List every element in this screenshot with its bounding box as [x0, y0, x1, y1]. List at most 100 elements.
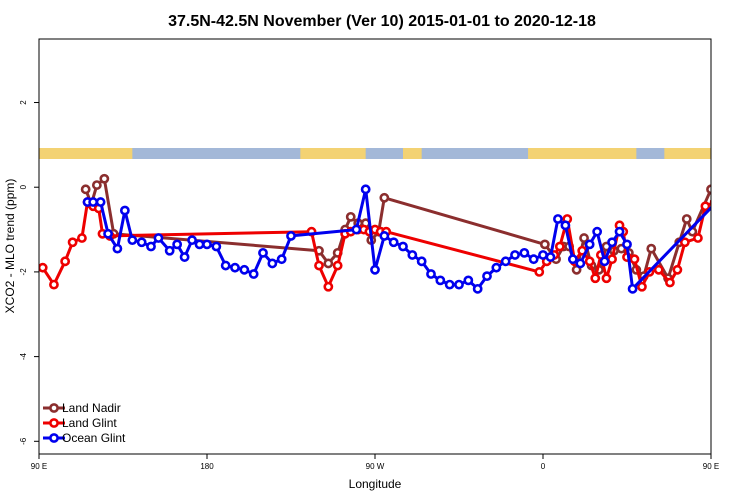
series-ocean-glint — [82, 184, 741, 294]
data-point-ocean-glint — [398, 241, 408, 252]
data-point-ocean-glint — [119, 205, 130, 216]
data-point-land-glint — [332, 260, 343, 271]
data-point-ocean-glint — [202, 239, 212, 250]
data-point-ocean-glint — [575, 258, 586, 269]
data-point-ocean-glint — [179, 252, 190, 262]
data-point-land-nadir — [80, 184, 91, 195]
data-point-ocean-glint — [360, 184, 371, 195]
data-point-ocean-glint — [146, 241, 156, 252]
data-point-ocean-glint — [614, 226, 625, 237]
y-axis-label: XCO2 - MLO trend (ppm) — [3, 179, 17, 314]
data-point-ocean-glint — [567, 254, 578, 265]
data-point-ocean-glint — [713, 198, 720, 205]
y-tick-label: -4 — [19, 353, 28, 361]
y-tick-label: -6 — [19, 437, 28, 445]
data-point-ocean-glint — [370, 264, 380, 275]
data-point-ocean-glint — [416, 256, 427, 267]
legend-label-land-glint: Land Glint — [62, 416, 117, 430]
data-point-land-glint — [584, 256, 595, 267]
data-point-land-nadir — [713, 201, 720, 208]
data-point-land-nadir — [719, 181, 726, 188]
data-point-land-glint — [49, 279, 59, 290]
data-point-ocean-glint — [187, 235, 197, 246]
data-point-ocean-glint — [510, 250, 520, 260]
ocean-band — [39, 148, 711, 159]
data-point-land-glint — [60, 256, 71, 267]
data-point-ocean-glint — [194, 239, 205, 250]
y-tick-label: 0 — [19, 184, 28, 189]
land-band — [300, 148, 366, 159]
data-point-ocean-glint — [584, 239, 595, 250]
x-axis: 90 E 180 90 W 0 90 E — [31, 454, 719, 471]
legend-label-land-nadir: Land Nadir — [62, 401, 121, 415]
data-point-land-nadir — [99, 173, 110, 184]
x-tick-label: 0 — [541, 462, 546, 471]
data-point-ocean-glint — [276, 254, 287, 265]
data-point-land-nadir — [539, 239, 550, 250]
y-tick-label: -2 — [19, 268, 28, 276]
data-point-ocean-glint — [239, 264, 250, 275]
data-point-ocean-glint — [734, 230, 741, 237]
data-point-land-glint — [719, 203, 726, 210]
data-point-ocean-glint — [103, 228, 113, 239]
data-point-land-glint — [67, 237, 78, 248]
data-point-ocean-glint — [267, 258, 278, 269]
data-point-ocean-glint — [719, 198, 726, 205]
data-point-land-glint — [672, 264, 683, 275]
data-point-ocean-glint — [472, 283, 483, 294]
data-point-ocean-glint — [379, 231, 390, 241]
data-point-land-nadir — [379, 192, 390, 203]
data-point-land-glint — [637, 281, 647, 292]
data-point-ocean-glint — [491, 262, 502, 273]
series-line-land-nadir — [84, 177, 711, 280]
data-point-ocean-glint — [248, 269, 259, 279]
data-point-ocean-glint — [560, 220, 571, 231]
data-point-ocean-glint — [444, 279, 455, 290]
data-point-ocean-glint — [164, 245, 175, 256]
x-axis-label: Longitude — [349, 477, 402, 491]
data-point-ocean-glint — [528, 254, 539, 265]
data-point-land-glint — [629, 254, 640, 265]
data-point-land-nadir — [323, 258, 334, 269]
data-point-ocean-glint — [454, 279, 464, 290]
data-point-land-glint — [590, 273, 601, 284]
data-point-land-nadir — [706, 184, 711, 195]
data-point-ocean-glint — [95, 197, 106, 207]
data-point-land-glint — [700, 201, 711, 212]
data-point-ocean-glint — [136, 237, 147, 248]
data-point-land-glint — [709, 198, 711, 206]
data-point-land-nadir — [579, 233, 589, 243]
data-point-land-glint — [693, 233, 703, 243]
data-point-ocean-glint — [482, 271, 492, 282]
data-point-ocean-glint — [388, 237, 399, 248]
data-point-land-glint — [665, 277, 675, 288]
y-axis: 2 0 -2 -4 -6 — [19, 100, 39, 445]
data-point-ocean-glint — [599, 256, 610, 267]
land-band — [403, 148, 422, 159]
data-point-ocean-glint — [407, 250, 418, 260]
legend-label-ocean-glint: Ocean Glint — [62, 431, 126, 445]
data-point-ocean-glint — [627, 283, 638, 294]
land-band — [528, 148, 637, 159]
data-point-ocean-glint — [519, 247, 530, 258]
data-point-land-glint — [601, 273, 612, 284]
chart-title: 37.5N-42.5N November (Ver 10) 2015-01-01… — [168, 13, 596, 30]
x-tick-label: 90 E — [31, 462, 47, 471]
data-point-land-nadir — [91, 180, 102, 190]
data-point-land-glint — [77, 233, 87, 243]
data-point-land-glint — [679, 237, 690, 248]
data-point-ocean-glint — [258, 247, 268, 258]
legend-marker-ocean-glint — [49, 433, 59, 443]
data-point-ocean-glint — [435, 275, 446, 286]
series-layer — [39, 173, 742, 294]
data-point-ocean-glint — [463, 275, 474, 286]
data-point-ocean-glint — [622, 239, 632, 250]
data-point-ocean-glint — [607, 237, 617, 248]
data-point-ocean-glint — [172, 239, 183, 250]
data-point-ocean-glint — [500, 256, 511, 267]
data-point-land-nadir — [735, 230, 742, 237]
data-point-land-glint — [39, 262, 48, 273]
data-point-land-glint — [534, 267, 545, 277]
